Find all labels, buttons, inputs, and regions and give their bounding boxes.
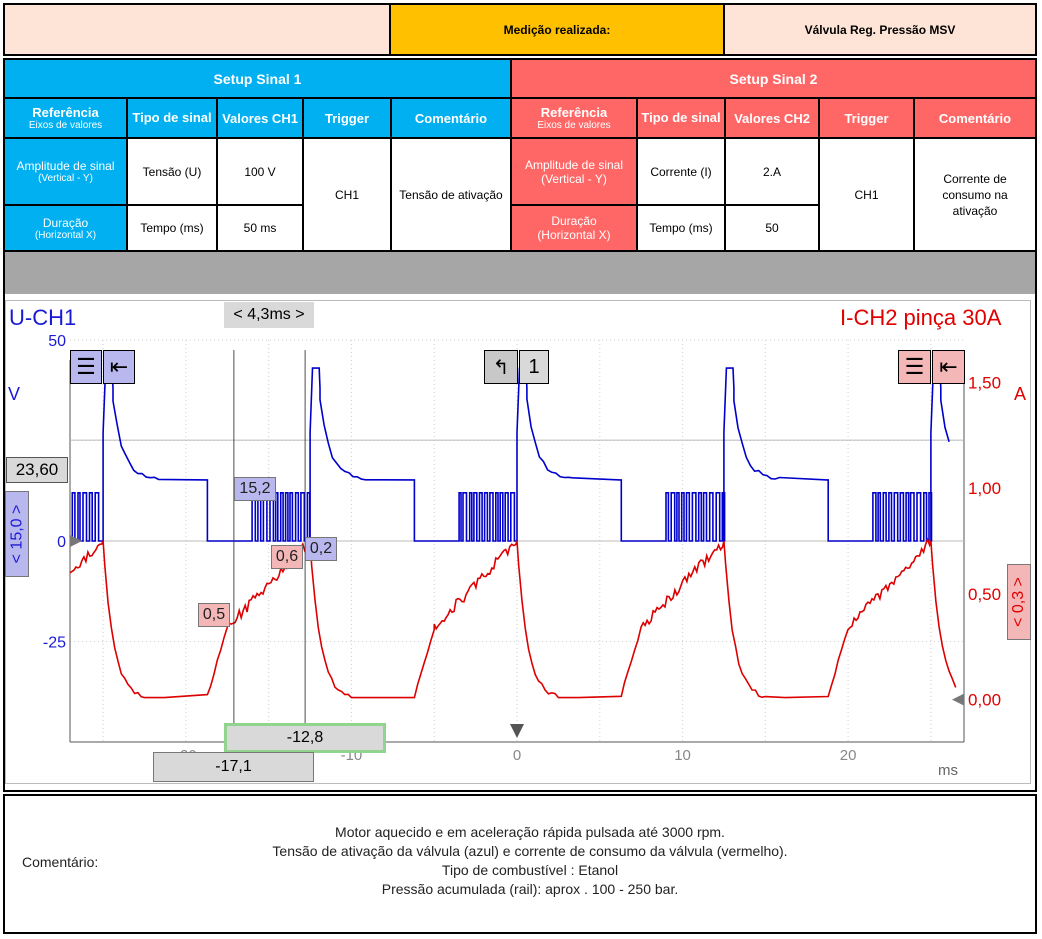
setup1-row1-label: Amplitude de sinal (Vertical - Y): [5, 139, 126, 204]
ch1-scale-text: < 15,0 >: [8, 504, 25, 564]
setup2-row2-tipo: Tempo (ms): [638, 206, 724, 250]
setup2-comentario: Corrente de consumo na ativação: [915, 139, 1035, 250]
marker-0-6[interactable]: 0,6: [271, 545, 303, 569]
setup2-row1-valor: 2.A: [726, 139, 818, 204]
ch2-scale-text: < 0,3 >: [1010, 577, 1028, 627]
setup1-header-valores: Valores CH1: [218, 99, 302, 137]
setup2-row2-label-text: Duração: [551, 214, 597, 228]
setup2-header-valores: Valores CH2: [726, 99, 818, 137]
ch1-unit: V: [8, 384, 21, 404]
setup1-row2-tipo: Tempo (ms): [128, 206, 216, 250]
ch2-arrow-left-icon[interactable]: ⇤: [932, 350, 965, 384]
footer-line-4: Pressão acumulada (rail): aprox . 100 - …: [381, 881, 679, 897]
setup1-trigger: CH1: [304, 139, 390, 250]
setup1-header-coment: Comentário: [392, 99, 510, 137]
ch2-label: I-CH2 pinça 30A: [840, 305, 1002, 330]
chart-overlay: [70, 350, 964, 782]
setup2-row2-label: Duração (Horizontal X): [512, 206, 636, 250]
setup2-row1-tipo: Corrente (I): [638, 139, 724, 204]
footer-frame: [3, 794, 1037, 934]
y-left-tick-label: 0: [57, 534, 66, 551]
header-empty-cell: [5, 5, 389, 54]
time-cursor-128[interactable]: -12,8: [224, 723, 386, 753]
y-right-tick-label: 1,50: [968, 373, 1001, 392]
marker-0-5[interactable]: 0,5: [198, 603, 230, 627]
ch1-label: U-CH1: [9, 305, 77, 330]
ch2-scale-readout[interactable]: < 0,3 >: [1007, 564, 1031, 640]
footer-label: Comentário:: [22, 854, 99, 870]
setup1-comentario: Tensão de ativação: [392, 139, 510, 250]
x-tick-label: 10: [674, 747, 691, 764]
ch1-zero-marker: [70, 535, 82, 547]
setup2-header-ref-sub: Eixos de valores: [537, 120, 611, 131]
y-right-tick-label: 1,00: [968, 479, 1001, 498]
ch1-position-icon[interactable]: ☰: [70, 350, 102, 384]
y-left-tick-label: 50: [48, 333, 66, 350]
ch2-current-trace: [69, 537, 957, 699]
setup2-header-tipo: Tipo de sinal: [638, 99, 724, 137]
ch2-position-icon[interactable]: ☰: [898, 350, 931, 384]
setup1-header-tipo: Tipo de sinal: [128, 99, 216, 137]
x-unit-label: ms: [938, 762, 958, 779]
setup1-header-ref: Referência Eixos de valores: [5, 99, 126, 137]
setup2-header-ref-label: Referência: [540, 105, 608, 120]
setup1-row2-label-text: Duração: [42, 215, 89, 230]
setup1-header-trigger: Trigger: [304, 99, 390, 137]
marker-0-2[interactable]: 0,2: [305, 537, 337, 561]
setup1-row1-label-sub: (Vertical - Y): [38, 173, 93, 184]
cursor-delta-readout[interactable]: < 4,3ms >: [224, 302, 314, 328]
ch1-scale-readout[interactable]: < 15,0 >: [5, 491, 29, 577]
setup2-row2-valor: 50: [726, 206, 818, 250]
setup2-header-ref: Referência Eixos de valores: [512, 99, 636, 137]
y-right-tick-label: 0,50: [968, 585, 1001, 604]
setup2-trigger: CH1: [820, 139, 913, 250]
setup2-header-trigger: Trigger: [820, 99, 913, 137]
ch2-zero-marker: [952, 693, 964, 706]
footer-line-2: Tensão de ativação da válvula (azul) e c…: [272, 843, 788, 859]
setup1-header-ref-label: Referência: [32, 105, 99, 120]
chart-traces: [69, 367, 957, 699]
footer-line-1: Motor aquecido e em aceleração rápida pu…: [335, 824, 725, 840]
setup1-title: Setup Sinal 1: [5, 60, 510, 97]
setup1-row1-label-text: Amplitude de sinal: [16, 159, 115, 173]
x-tick-label: 20: [840, 747, 857, 764]
trigger-time-marker: [510, 724, 524, 738]
marker-15-2[interactable]: 15,2: [234, 477, 276, 501]
time-cursor-171[interactable]: -17,1: [153, 752, 314, 782]
ch2-unit: A: [1014, 384, 1027, 404]
setup2-row1-label-sub: (Vertical - Y): [541, 171, 607, 186]
footer-line-3: Tipo de combustível : Etanol: [441, 862, 619, 878]
x-tick-label: 0: [513, 747, 521, 764]
setup2-row1-label: Amplitude de sinal (Vertical - Y): [512, 139, 636, 204]
trigger-edge-icon[interactable]: ↰: [484, 350, 518, 384]
setup1-row2-label: Duração (Horizontal X): [5, 206, 126, 250]
gray-band: [3, 252, 1037, 294]
setup1-row2-label-sub: (Horizontal X): [34, 229, 97, 241]
footer-comment: Motor aquecido e em aceleração rápida pu…: [230, 823, 830, 899]
setup1-header-ref-sub: Eixos de valores: [28, 120, 103, 131]
setup1-row2-valor: 50 ms: [218, 206, 302, 250]
ch1-voltage-trace: [71, 367, 950, 542]
setup2-row2-label-sub: (Horizontal X): [537, 228, 611, 242]
y-right-tick-label: 0,00: [968, 691, 1001, 710]
ch1-level-readout[interactable]: 23,60: [6, 457, 68, 483]
trigger-channel-number[interactable]: 1: [519, 350, 549, 384]
ch1-arrow-left-icon[interactable]: ⇤: [103, 350, 135, 384]
medicao-label: Medição realizada:: [391, 5, 723, 54]
y-left-tick-label: -25: [43, 635, 66, 652]
setup1-row1-tipo: Tensão (U): [128, 139, 216, 204]
setup2-row1-label-text: Amplitude de sinal: [524, 157, 624, 172]
setup1-row1-valor: 100 V: [218, 139, 302, 204]
setup2-header-coment: Comentário: [915, 99, 1035, 137]
setup2-title: Setup Sinal 2: [512, 60, 1035, 97]
medicao-value: Válvula Reg. Pressão MSV: [725, 5, 1035, 54]
